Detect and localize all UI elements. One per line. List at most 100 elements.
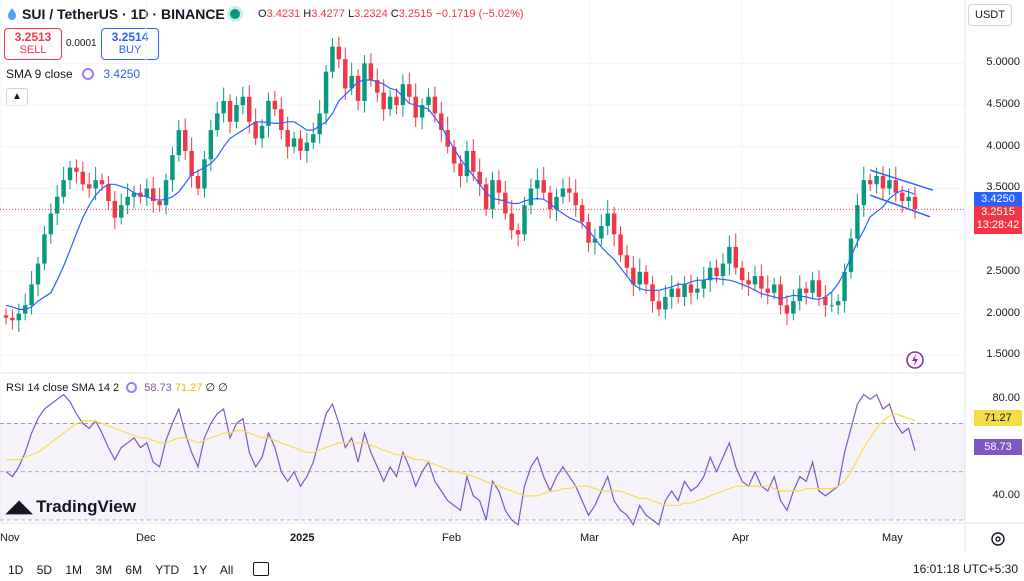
candle-body [765, 288, 770, 293]
range-toolbar: 1D 5D 1M 3M 6M YTD 1Y All [8, 562, 279, 577]
alert-icon[interactable] [905, 350, 925, 370]
range-button[interactable]: 1M [65, 563, 83, 577]
candle-body [240, 96, 246, 106]
close-value: 3.2515 [398, 8, 433, 20]
candle-body [688, 284, 694, 293]
candle-body [355, 75, 361, 101]
currency-button[interactable]: USDT [968, 4, 1012, 26]
candle-body [663, 296, 668, 310]
candle-body [496, 180, 502, 193]
range-button[interactable]: 5D [36, 563, 53, 577]
candle-body [458, 163, 463, 176]
range-button[interactable]: 6M [125, 563, 143, 577]
candle-body [291, 138, 297, 147]
candle-body [791, 301, 796, 314]
logo-text: TradingView [36, 497, 136, 516]
buy-button[interactable]: 3.2514 BUY [101, 28, 159, 60]
candle-body [387, 96, 393, 110]
candle-body [3, 315, 9, 318]
sma-legend[interactable]: SMA 9 close 3.4250 [6, 67, 140, 81]
candle-body [189, 150, 194, 176]
sma-legend-value: 3.4250 [103, 67, 141, 81]
range-button[interactable]: 1Y [192, 563, 208, 577]
high-label: H [303, 8, 312, 20]
rsi-line [5, 393, 916, 527]
candle-body [279, 109, 284, 131]
candle-body [86, 184, 92, 189]
rsi-legend-extra: ∅ ∅ [205, 382, 228, 394]
last-price-tag: 3.2515 13:28:42 [974, 206, 1022, 234]
candle-body [855, 205, 860, 239]
calendar-icon[interactable] [252, 562, 269, 576]
candle-body [298, 138, 303, 151]
candle-body [183, 130, 188, 151]
candle-body [125, 196, 130, 206]
candle-body [483, 184, 489, 210]
channel-lower-line [869, 194, 931, 218]
settings-icon[interactable] [990, 531, 1006, 547]
candle-body [637, 271, 642, 285]
range-button[interactable]: All [219, 563, 234, 577]
candle-body [567, 188, 572, 193]
candle-body [560, 188, 566, 197]
sma-line [5, 79, 916, 310]
candle-body [170, 155, 175, 181]
range-button[interactable]: YTD [155, 563, 180, 577]
candle-body [215, 113, 220, 131]
range-button[interactable]: 3M [95, 563, 113, 577]
channel-upper-line [869, 169, 934, 191]
candle-body [554, 196, 559, 210]
candle-body [439, 113, 444, 131]
change-value: −0.1719 (−5.02%) [435, 8, 524, 20]
candle-body [906, 196, 911, 201]
candle-body [746, 280, 751, 285]
candle-body [381, 92, 386, 110]
candle-body [515, 230, 521, 235]
candle-body [778, 284, 783, 306]
candle-body [35, 263, 41, 285]
time-axis-tick: May [882, 532, 903, 544]
candle-body [816, 280, 822, 297]
sell-button[interactable]: 3.2513 SELL [4, 28, 62, 60]
candle-body [368, 63, 374, 81]
loading-icon [82, 68, 95, 80]
ohlc-readout: O3.4231 H3.4277 L3.2324 C3.2515 −0.1719 … [258, 8, 524, 20]
candle-body [631, 267, 636, 285]
clock[interactable]: 16:01:18 UTC+5:30 [912, 562, 1018, 576]
range-button[interactable]: 1D [8, 563, 24, 577]
rsi-value-tag: 58.73 [974, 439, 1022, 455]
candle-body [471, 150, 476, 172]
candle-body [605, 213, 610, 227]
candle-body [362, 63, 367, 101]
symbol-icon [6, 7, 18, 21]
candle-body [419, 105, 425, 118]
candle-body [74, 167, 79, 172]
candle-body [464, 150, 470, 176]
rsi-band-background [0, 423, 965, 520]
candle-body [880, 175, 886, 189]
candle-body [771, 284, 777, 293]
candle-body [656, 301, 662, 310]
rsi-legend[interactable]: RSI 14 close SMA 14 2 58.73 71.27 ∅ ∅ [6, 381, 228, 394]
candle-body [733, 246, 738, 268]
market-status-icon [230, 9, 240, 19]
candle-body [803, 288, 809, 293]
candle-body [176, 130, 182, 156]
candle-body [835, 301, 841, 306]
candle-body [80, 171, 86, 185]
sell-price: 3.2513 [14, 30, 52, 44]
candle-body [592, 238, 598, 243]
candle-body [823, 296, 828, 306]
candle-body [695, 288, 700, 293]
symbol-title[interactable]: SUI / TetherUS · 1D · BINANCE [22, 6, 225, 22]
candle-body [707, 267, 713, 281]
candle-body [317, 113, 322, 135]
candle-body [899, 192, 905, 201]
high-value: 3.4277 [311, 8, 345, 20]
candle-body [131, 192, 137, 197]
buy-price: 3.2514 [111, 30, 149, 44]
candle-body [16, 313, 22, 321]
candle-body [311, 134, 316, 143]
candle-body [535, 180, 540, 189]
